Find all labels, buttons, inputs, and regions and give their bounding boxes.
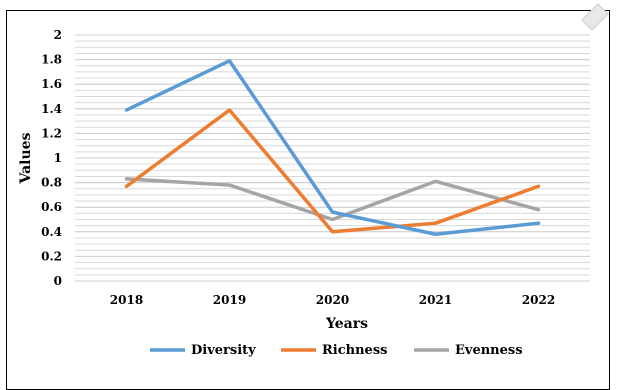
y-tick-label: 1.4 <box>41 102 62 116</box>
x-tick-label: 2021 <box>419 293 452 307</box>
series-line-diversity <box>124 59 541 237</box>
y-tick-label: 1.8 <box>41 53 62 67</box>
y-tick-labels: 0 0.2 0.4 0.6 0.8 1 1.2 1.4 1.6 1.8 2 <box>41 28 62 288</box>
grid-lines <box>75 34 590 282</box>
corner-mark-icon <box>581 3 609 31</box>
y-tick-label: 1.6 <box>41 77 62 91</box>
x-tick-label: 2018 <box>110 293 143 307</box>
y-tick-label: 0.2 <box>41 249 62 263</box>
x-tick-label: 2020 <box>316 293 349 307</box>
series-line-richness <box>124 108 541 234</box>
y-tick-label: 0.8 <box>41 176 62 190</box>
y-axis-title: Values <box>18 132 34 184</box>
x-tick-label: 2019 <box>213 293 246 307</box>
y-tick-label: 1 <box>54 151 62 165</box>
x-tick-label: 2022 <box>522 293 555 307</box>
y-tick-label: 2 <box>54 28 62 42</box>
y-tick-label: 0.6 <box>41 200 62 214</box>
legend-label-diversity: Diversity <box>191 343 256 358</box>
legend: Diversity Richness Evenness <box>150 343 523 358</box>
legend-label-richness: Richness <box>322 343 387 358</box>
legend-label-evenness: Evenness <box>455 343 523 358</box>
x-tick-labels: 2018 2019 2020 2021 2022 <box>110 293 555 307</box>
series-lines <box>124 59 541 237</box>
series-line-evenness <box>124 177 541 222</box>
y-tick-label: 0 <box>54 274 62 288</box>
x-axis-title: Years <box>325 316 368 332</box>
y-tick-label: 0.4 <box>41 225 62 239</box>
y-tick-label: 1.2 <box>41 126 62 140</box>
